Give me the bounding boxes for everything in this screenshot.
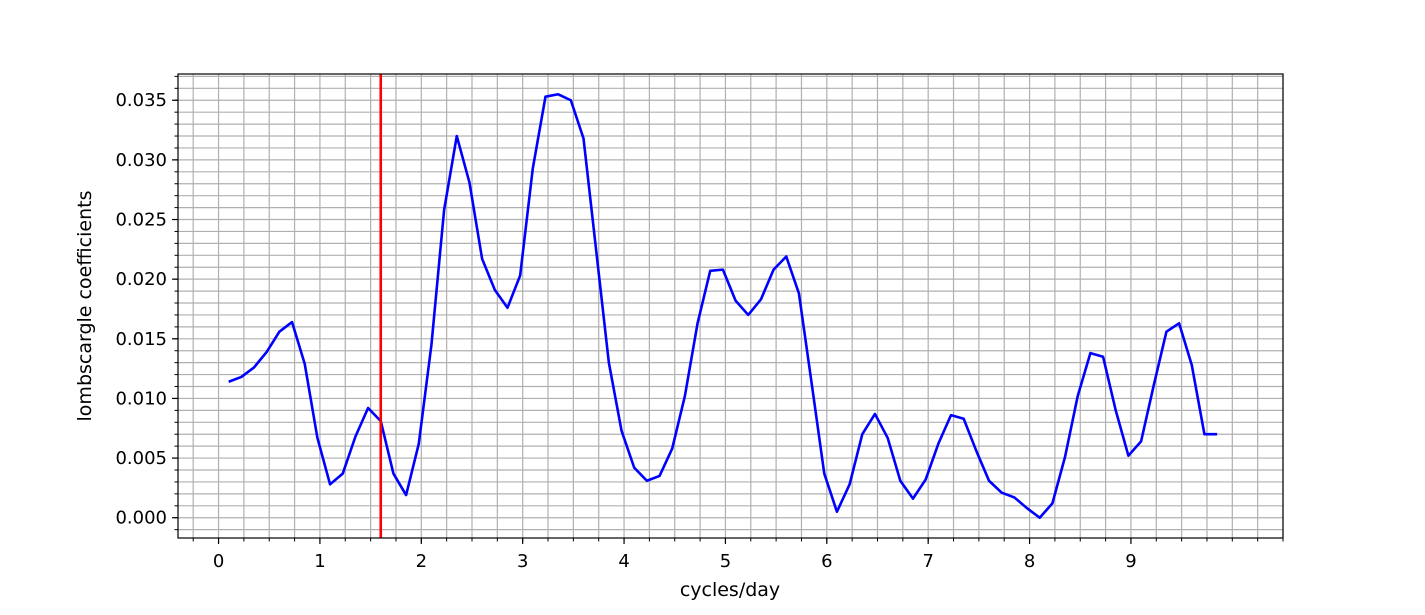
y-tick-label: 0.005 [115,448,167,469]
plot-frame [177,73,1284,539]
x-tick-label: 1 [314,551,325,572]
x-tick-label: 9 [1125,551,1136,572]
x-tick-label: 8 [1024,551,1035,572]
x-tick-label: 5 [720,551,731,572]
series-line [228,92,1218,520]
y-tick-label: 0.025 [115,210,167,231]
y-axis-label: lombscargle coefficients [74,191,96,422]
y-tick-label: 0.010 [115,388,167,409]
x-tick-label: 3 [517,551,528,572]
y-tick-label: 0.035 [115,90,167,111]
x-tick-label: 7 [922,551,933,572]
series-layer [228,92,1218,520]
y-tick-label: 0.000 [115,508,167,529]
x-tick-label: 2 [416,551,427,572]
y-tick-label: 0.020 [115,269,167,290]
x-axis-ticks: 0 1 2 3 4 5 6 7 8 9 [192,538,1284,572]
y-tick-label: 0.015 [115,329,167,350]
y-axis-ticks: 0.000 0.005 0.010 0.015 0.020 0.025 0.030 0.035 [115,75,178,531]
x-tick-label: 6 [821,551,832,572]
x-tick-label: 0 [213,551,224,572]
y-tick-label: 0.030 [115,150,167,171]
minor-grid [178,74,1284,538]
x-tick-label: 4 [618,551,629,572]
x-axis-label: cycles/day [680,579,780,601]
